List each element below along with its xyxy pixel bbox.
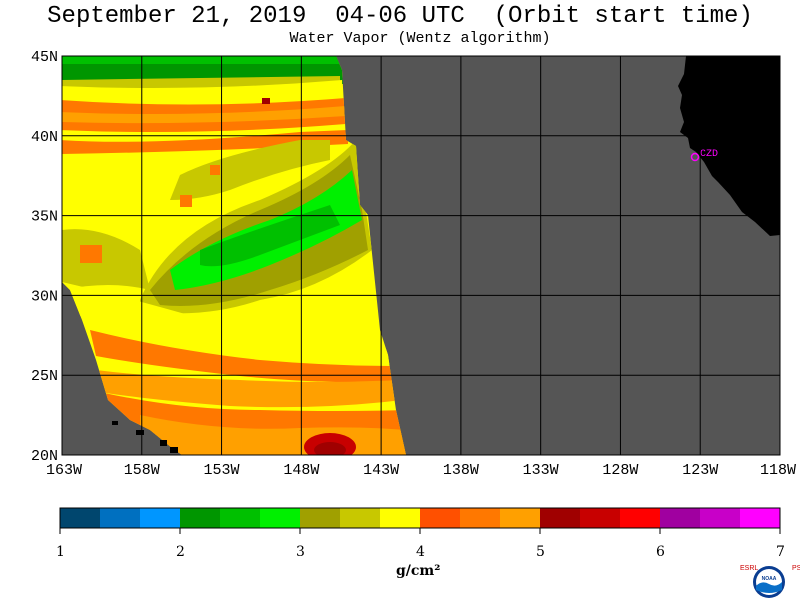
latitude-label: 25N — [31, 368, 58, 385]
longitude-label: 158W — [124, 462, 160, 479]
longitude-label: 163W — [46, 462, 82, 479]
latitude-label: 45N — [31, 49, 58, 66]
colorbar — [59, 507, 781, 534]
colorbar-swatch — [620, 508, 661, 528]
longitude-labels: 163W 158W 153W 148W 143W 138W 133W 128W 123W 118W — [46, 462, 796, 479]
colorbar-swatch — [180, 508, 221, 528]
longitude-label: 153W — [204, 462, 240, 479]
colorbar-swatch — [500, 508, 541, 528]
longitude-label: 133W — [523, 462, 559, 479]
colorbar-swatch — [300, 508, 341, 528]
colorbar-tick-label: 1 — [56, 544, 65, 560]
svg-text:ESRL: ESRL — [740, 565, 758, 572]
latitude-labels: 45N 40N 35N 30N 25N 20N — [31, 49, 58, 465]
colorbar-tick-label: 6 — [656, 544, 665, 560]
colorbar-swatch — [340, 508, 381, 528]
latitude-label: 40N — [31, 129, 58, 146]
colorbar-swatch — [60, 508, 101, 528]
longitude-label: 138W — [443, 462, 479, 479]
colorbar-unit: g/cm² — [396, 563, 441, 579]
colorbar-swatch — [100, 508, 141, 528]
longitude-label: 123W — [682, 462, 718, 479]
colorbar-swatch — [380, 508, 421, 528]
longitude-label: 128W — [602, 462, 638, 479]
station-label: CZD — [700, 149, 718, 160]
colorbar-tick-label: 5 — [536, 544, 545, 560]
svg-text:PSD: PSD — [792, 565, 800, 572]
colorbar-tick-label: 7 — [776, 544, 785, 560]
noaa-logo-icon: ESRL PSD NOAA — [740, 565, 800, 598]
svg-text:NOAA: NOAA — [762, 576, 777, 582]
chart-title: September 21, 2019 04-06 UTC (Orbit star… — [47, 3, 753, 30]
colorbar-tick-label: 4 — [416, 544, 425, 560]
colorbar-swatch — [140, 508, 181, 528]
latitude-label: 35N — [31, 209, 58, 226]
colorbar-swatch — [540, 508, 581, 528]
map-grid — [62, 56, 780, 455]
longitude-label: 118W — [760, 462, 796, 479]
colorbar-tick-label: 3 — [296, 544, 305, 560]
colorbar-swatch — [260, 508, 301, 528]
colorbar-swatch — [740, 508, 781, 528]
station-marker: CZD — [690, 149, 718, 162]
longitude-label: 148W — [283, 462, 319, 479]
land-mass — [678, 56, 780, 236]
colorbar-swatch — [220, 508, 261, 528]
chart-subtitle: Water Vapor (Wentz algorithm) — [289, 30, 551, 47]
colorbar-swatch — [580, 508, 621, 528]
hawaii-islands — [112, 421, 178, 453]
latitude-label: 20N — [31, 448, 58, 465]
colorbar-swatch — [420, 508, 461, 528]
latitude-label: 30N — [31, 288, 58, 305]
colorbar-swatch — [460, 508, 501, 528]
longitude-label: 143W — [363, 462, 399, 479]
colorbar-swatch — [660, 508, 701, 528]
map-frame — [61, 55, 781, 456]
colorbar-swatch — [700, 508, 741, 528]
colorbar-tick-label: 2 — [176, 544, 185, 560]
